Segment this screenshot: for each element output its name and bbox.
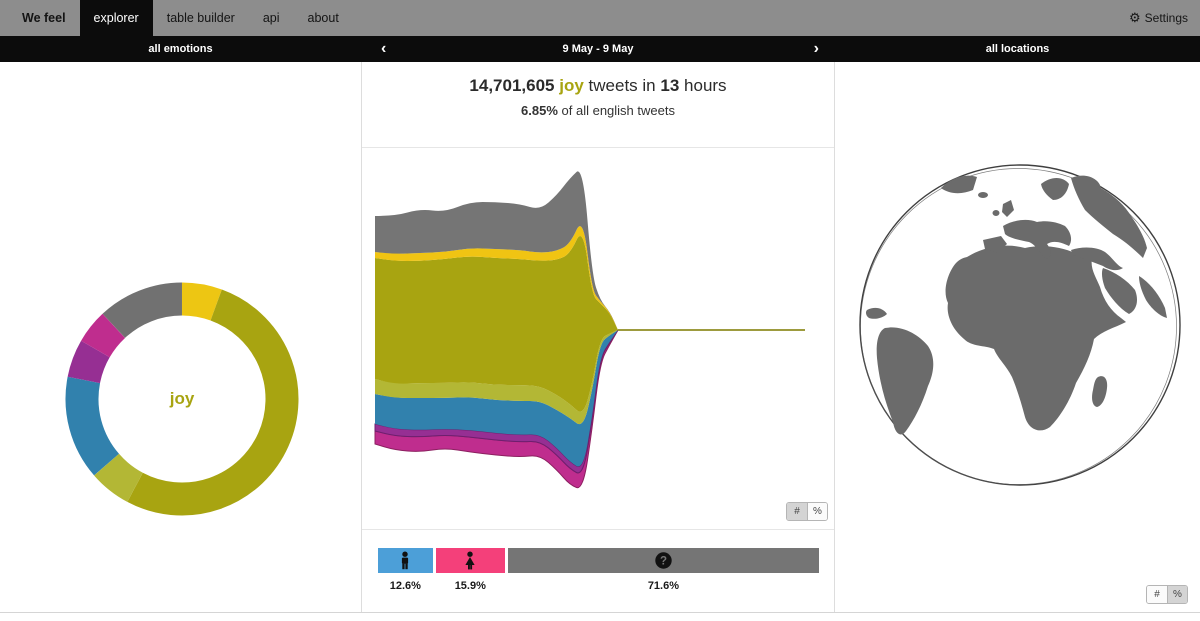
donut-segment-magenta[interactable] xyxy=(81,313,126,358)
donut-svg[interactable] xyxy=(64,281,300,517)
donut-center-label: joy xyxy=(169,389,195,408)
emotion-name: joy xyxy=(559,76,584,95)
globe-land-britain xyxy=(1002,200,1014,217)
tab-table-builder[interactable]: table builder xyxy=(166,11,235,25)
gender-labels: 12.6% 15.9% 71.6% xyxy=(378,580,819,592)
gear-icon: ⚙ xyxy=(1128,10,1141,25)
date-range-label[interactable]: 9 May - 9 May xyxy=(562,43,634,55)
stream-chart-area: # % xyxy=(362,148,834,530)
globe-land-iberia xyxy=(983,236,1007,253)
subtitle: 6.85% of all english tweets xyxy=(362,103,834,118)
prev-date-icon[interactable]: ‹ xyxy=(381,40,387,57)
globe-land-anatolia xyxy=(1071,247,1123,271)
donut-segment-yellow[interactable] xyxy=(181,282,222,321)
donut-chart[interactable]: joy xyxy=(64,281,300,517)
globe-unit-toggle: # % xyxy=(1146,585,1188,604)
globe-land-ireland xyxy=(992,210,1000,216)
gender-bar: ? xyxy=(378,548,819,573)
male-percent-label: 12.6% xyxy=(389,580,421,592)
stream-layer-light-olive[interactable] xyxy=(375,330,618,425)
headline-mid-text: tweets in xyxy=(588,76,656,95)
gender-segment-unknown: ? xyxy=(507,548,819,573)
globe-outline-inner xyxy=(860,168,1177,485)
svg-text:?: ? xyxy=(660,555,667,567)
globe-land-scandinavia xyxy=(1041,178,1069,200)
donut-segment-gray[interactable] xyxy=(102,282,183,339)
streamgraph[interactable] xyxy=(362,148,834,530)
globe-landmasses xyxy=(865,175,1167,435)
headline-end-text: hours xyxy=(684,76,727,95)
headline-block: 14,701,605 joy tweets in 13 hours 6.85% … xyxy=(362,62,834,148)
globe-land-caribbean xyxy=(865,307,887,319)
globe-land-africa xyxy=(945,245,1126,431)
globe-land-eurasia xyxy=(1071,175,1147,258)
stream-unit-toggle: # % xyxy=(786,502,828,521)
percent-toggle-button[interactable]: % xyxy=(1167,586,1187,603)
globe-land-madagascar xyxy=(1092,376,1108,407)
count-toggle-button[interactable]: # xyxy=(787,503,807,520)
percent-toggle-button[interactable]: % xyxy=(807,503,827,520)
filter-bar: all emotions ‹ 9 May - 9 May › all locat… xyxy=(0,36,1200,62)
donut-segment-purple[interactable] xyxy=(67,340,110,384)
stream-layer-olive[interactable] xyxy=(375,235,618,412)
unknown-gender-icon: ? xyxy=(655,552,672,569)
gender-breakdown: ? 12.6% 15.9% 71.6% xyxy=(362,530,834,592)
donut-segment-olive[interactable] xyxy=(127,289,299,516)
male-icon xyxy=(402,551,409,569)
globe-svg[interactable] xyxy=(855,160,1185,490)
globe-land-greenland xyxy=(941,175,977,194)
tweet-count: 14,701,605 xyxy=(469,76,555,95)
locations-panel xyxy=(835,62,1200,612)
next-date-icon[interactable]: › xyxy=(813,40,819,57)
hours-count: 13 xyxy=(660,76,680,95)
locations-filter[interactable]: all locations xyxy=(985,43,1050,55)
tab-about[interactable]: about xyxy=(307,11,339,25)
date-range-section: ‹ 9 May - 9 May › xyxy=(361,36,835,62)
unknown-percent-label: 71.6% xyxy=(647,580,680,592)
globe-map[interactable] xyxy=(855,160,1185,490)
top-nav-bar: We feel explorer table builder api about… xyxy=(0,0,1200,36)
detail-panel: 14,701,605 joy tweets in 13 hours 6.85% … xyxy=(361,62,835,612)
subtitle-text: of all english tweets xyxy=(561,103,675,118)
brand-we-feel[interactable]: We feel xyxy=(22,11,66,25)
globe-land-south-america xyxy=(876,327,934,435)
settings-label: Settings xyxy=(1144,11,1188,25)
gender-segment-male xyxy=(378,548,433,573)
stream-layer-gray[interactable] xyxy=(375,171,618,330)
emotions-filter[interactable]: all emotions xyxy=(148,43,213,55)
female-percent-label: 15.9% xyxy=(454,580,486,592)
tab-explorer[interactable]: explorer xyxy=(79,0,153,36)
stream-layer-blue[interactable] xyxy=(375,330,618,467)
count-toggle-button[interactable]: # xyxy=(1147,586,1167,603)
female-icon xyxy=(465,551,475,569)
headline: 14,701,605 joy tweets in 13 hours xyxy=(362,76,834,96)
globe-land-europe xyxy=(1003,219,1072,259)
donut-segment-blue[interactable] xyxy=(65,376,120,476)
settings-button[interactable]: ⚙ Settings xyxy=(1129,0,1188,36)
page-bottom-divider xyxy=(0,612,1200,613)
donut-segment-light-olive[interactable] xyxy=(94,453,144,502)
globe-land-iceland xyxy=(978,192,988,198)
subtitle-percent: 6.85% xyxy=(521,103,558,118)
emotion-donut-panel: joy xyxy=(0,62,361,612)
globe-land-persia xyxy=(1139,276,1167,318)
stream-layer-yellow[interactable] xyxy=(375,226,618,330)
globe-land-arabia xyxy=(1101,268,1137,314)
gender-segment-female xyxy=(435,548,505,573)
tab-api[interactable]: api xyxy=(262,11,280,25)
